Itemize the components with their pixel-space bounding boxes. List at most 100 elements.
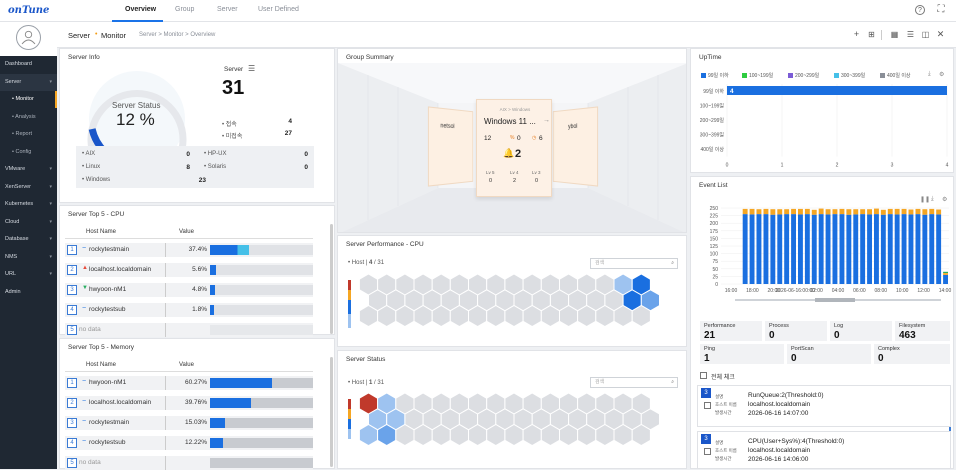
split-view-icon[interactable]: ◫ — [921, 30, 930, 39]
server-hex[interactable] — [449, 304, 469, 328]
tab-overview[interactable]: Overview — [125, 6, 157, 13]
hex-map[interactable] — [356, 274, 676, 344]
server-hex[interactable] — [613, 304, 633, 328]
avatar[interactable] — [16, 25, 41, 50]
sidebar-item-database[interactable]: Database ▾ — [0, 231, 57, 248]
stat-card-ping[interactable]: Ping 1 — [700, 344, 784, 364]
server-hex[interactable] — [504, 304, 524, 328]
group-card-left[interactable]: netsol — [427, 106, 474, 187]
server-hex[interactable] — [468, 304, 488, 328]
sidebar-item-nms[interactable]: NMS ▾ — [0, 249, 57, 266]
server-hex[interactable] — [358, 304, 379, 328]
server-hex[interactable] — [559, 423, 579, 447]
sidebar-item-url[interactable]: URL ▾ — [0, 266, 57, 283]
sidebar-item-analysis[interactable]: • Analysis — [12, 113, 36, 120]
scrollbar[interactable] — [330, 357, 333, 467]
search-icon[interactable]: ⌕ — [671, 379, 674, 385]
server-hex[interactable] — [631, 304, 651, 328]
server-hex[interactable] — [595, 304, 615, 328]
settings-icon[interactable]: ⚙ — [942, 197, 948, 203]
stat-card-portscan[interactable]: PortScan 0 — [787, 344, 871, 364]
layout-icon[interactable]: ⊞ — [868, 30, 875, 39]
server-hex[interactable] — [377, 423, 397, 447]
sidebar-item-report[interactable]: • Report — [12, 131, 32, 137]
table-row[interactable]: 3 − rockytestmain 15.03% — [65, 416, 313, 430]
list-view-icon[interactable]: ☰ — [906, 30, 915, 39]
tab-group[interactable]: Group — [175, 6, 195, 13]
table-row[interactable]: 1 − hwyoon-nM1 60.27% — [65, 376, 313, 390]
sidebar-item-dashboard[interactable]: Dashboard — [0, 56, 57, 73]
server-hex[interactable] — [631, 423, 651, 447]
sidebar-item-cloud[interactable]: Cloud ▾ — [0, 214, 57, 231]
server-hex[interactable] — [431, 304, 451, 328]
server-hex[interactable] — [486, 423, 506, 447]
search-input[interactable]: 검색 ⌕ — [590, 377, 678, 388]
sidebar-item-vmware[interactable]: VMware ▾ — [0, 161, 57, 178]
close-icon[interactable]: ✕ — [936, 29, 945, 39]
download-icon[interactable]: ⤓ — [928, 71, 931, 77]
stat-card-performance[interactable]: Performance 21 — [700, 321, 762, 341]
settings-icon[interactable]: ⚙ — [939, 72, 945, 78]
tab-user-defined[interactable]: User Defined — [258, 6, 299, 13]
scrollbar[interactable] — [330, 224, 333, 334]
event-item[interactable]: 3 설명 호스트 이름 발생시간 CPU(User+Sys%):4(Thresh… — [697, 431, 951, 469]
hex-map[interactable] — [356, 393, 676, 463]
add-icon[interactable]: + — [853, 29, 860, 39]
server-hex[interactable] — [395, 423, 415, 447]
download-icon[interactable]: ⤓ — [931, 196, 934, 202]
table-row[interactable]: 2 − localhost.localdomain 39.76% — [65, 396, 313, 410]
pause-icon[interactable]: ❚❚ — [920, 197, 931, 203]
table-row[interactable]: 5 no data — [65, 456, 313, 470]
sidebar-item-kubernetes[interactable]: Kubernetes ▾ — [0, 196, 57, 213]
group-card-right[interactable]: ybol — [552, 106, 599, 187]
server-hex[interactable] — [413, 304, 433, 328]
search-icon[interactable]: ⌕ — [671, 260, 674, 266]
grid-view-icon[interactable]: ▦ — [890, 30, 899, 39]
table-row[interactable]: 3 ▼ hwyoon-nM1 4.8% — [65, 283, 313, 297]
zoom-handle[interactable] — [815, 298, 855, 302]
group-card-main[interactable]: AIX > Windows Windows 11 ... → 12 % 0 ◷ … — [476, 99, 552, 197]
tab-server[interactable]: Server — [217, 6, 238, 13]
stat-card-log[interactable]: Log 0 — [830, 321, 892, 341]
help-icon[interactable]: ? — [915, 5, 925, 15]
sidebar-item-xenserver[interactable]: XenServer ▾ — [0, 179, 57, 196]
server-hex[interactable] — [468, 423, 488, 447]
server-hex[interactable] — [522, 304, 542, 328]
server-hex[interactable] — [377, 304, 397, 328]
server-hex[interactable] — [486, 304, 506, 328]
menu-icon[interactable]: ☰ — [248, 64, 256, 73]
fullscreen-icon[interactable]: ⛶ — [937, 4, 945, 15]
table-row[interactable]: 1 − rockytestmain 37.4% — [65, 243, 313, 257]
server-hex[interactable] — [413, 423, 433, 447]
arrow-right-icon[interactable]: → — [543, 117, 550, 124]
sidebar-item-monitor[interactable]: • Monitor — [12, 96, 34, 102]
stat-card-filesystem[interactable]: Filesystem 463 — [895, 321, 950, 341]
check-all-checkbox[interactable] — [700, 372, 707, 379]
server-hex[interactable] — [431, 423, 451, 447]
server-hex[interactable] — [613, 423, 633, 447]
server-hex[interactable] — [449, 423, 469, 447]
sidebar-item-server[interactable]: Server ▾ — [0, 73, 57, 91]
sidebar-item-config[interactable]: • Config — [12, 148, 32, 155]
server-hex[interactable] — [577, 423, 597, 447]
server-hex[interactable] — [358, 423, 379, 447]
server-hex[interactable] — [395, 304, 415, 328]
table-row[interactable]: 5 no data — [65, 323, 313, 337]
event-checkbox[interactable] — [704, 448, 711, 455]
stat-card-complex[interactable]: Complex 0 — [874, 344, 950, 364]
stat-card-process[interactable]: Process 0 — [765, 321, 827, 341]
sidebar-item-admin[interactable]: Admin — [0, 284, 57, 301]
event-item[interactable]: 3 설명 호스트 이름 발생시간 RunQueue:2(Threshold:0)… — [697, 385, 951, 427]
server-hex[interactable] — [504, 423, 524, 447]
search-input[interactable]: 검색 ⌕ — [590, 258, 678, 269]
server-hex[interactable] — [540, 304, 560, 328]
table-row[interactable]: 4 − rockytestsub 1.8% — [65, 303, 313, 317]
table-row[interactable]: 4 − rockytestsub 12.22% — [65, 436, 313, 450]
server-hex[interactable] — [559, 304, 579, 328]
event-checkbox[interactable] — [704, 402, 711, 409]
server-hex[interactable] — [540, 423, 560, 447]
server-hex[interactable] — [595, 423, 615, 447]
table-row[interactable]: 2 ▲ localhost.localdomain 5.6% — [65, 263, 313, 277]
server-hex[interactable] — [577, 304, 597, 328]
server-hex[interactable] — [522, 423, 542, 447]
